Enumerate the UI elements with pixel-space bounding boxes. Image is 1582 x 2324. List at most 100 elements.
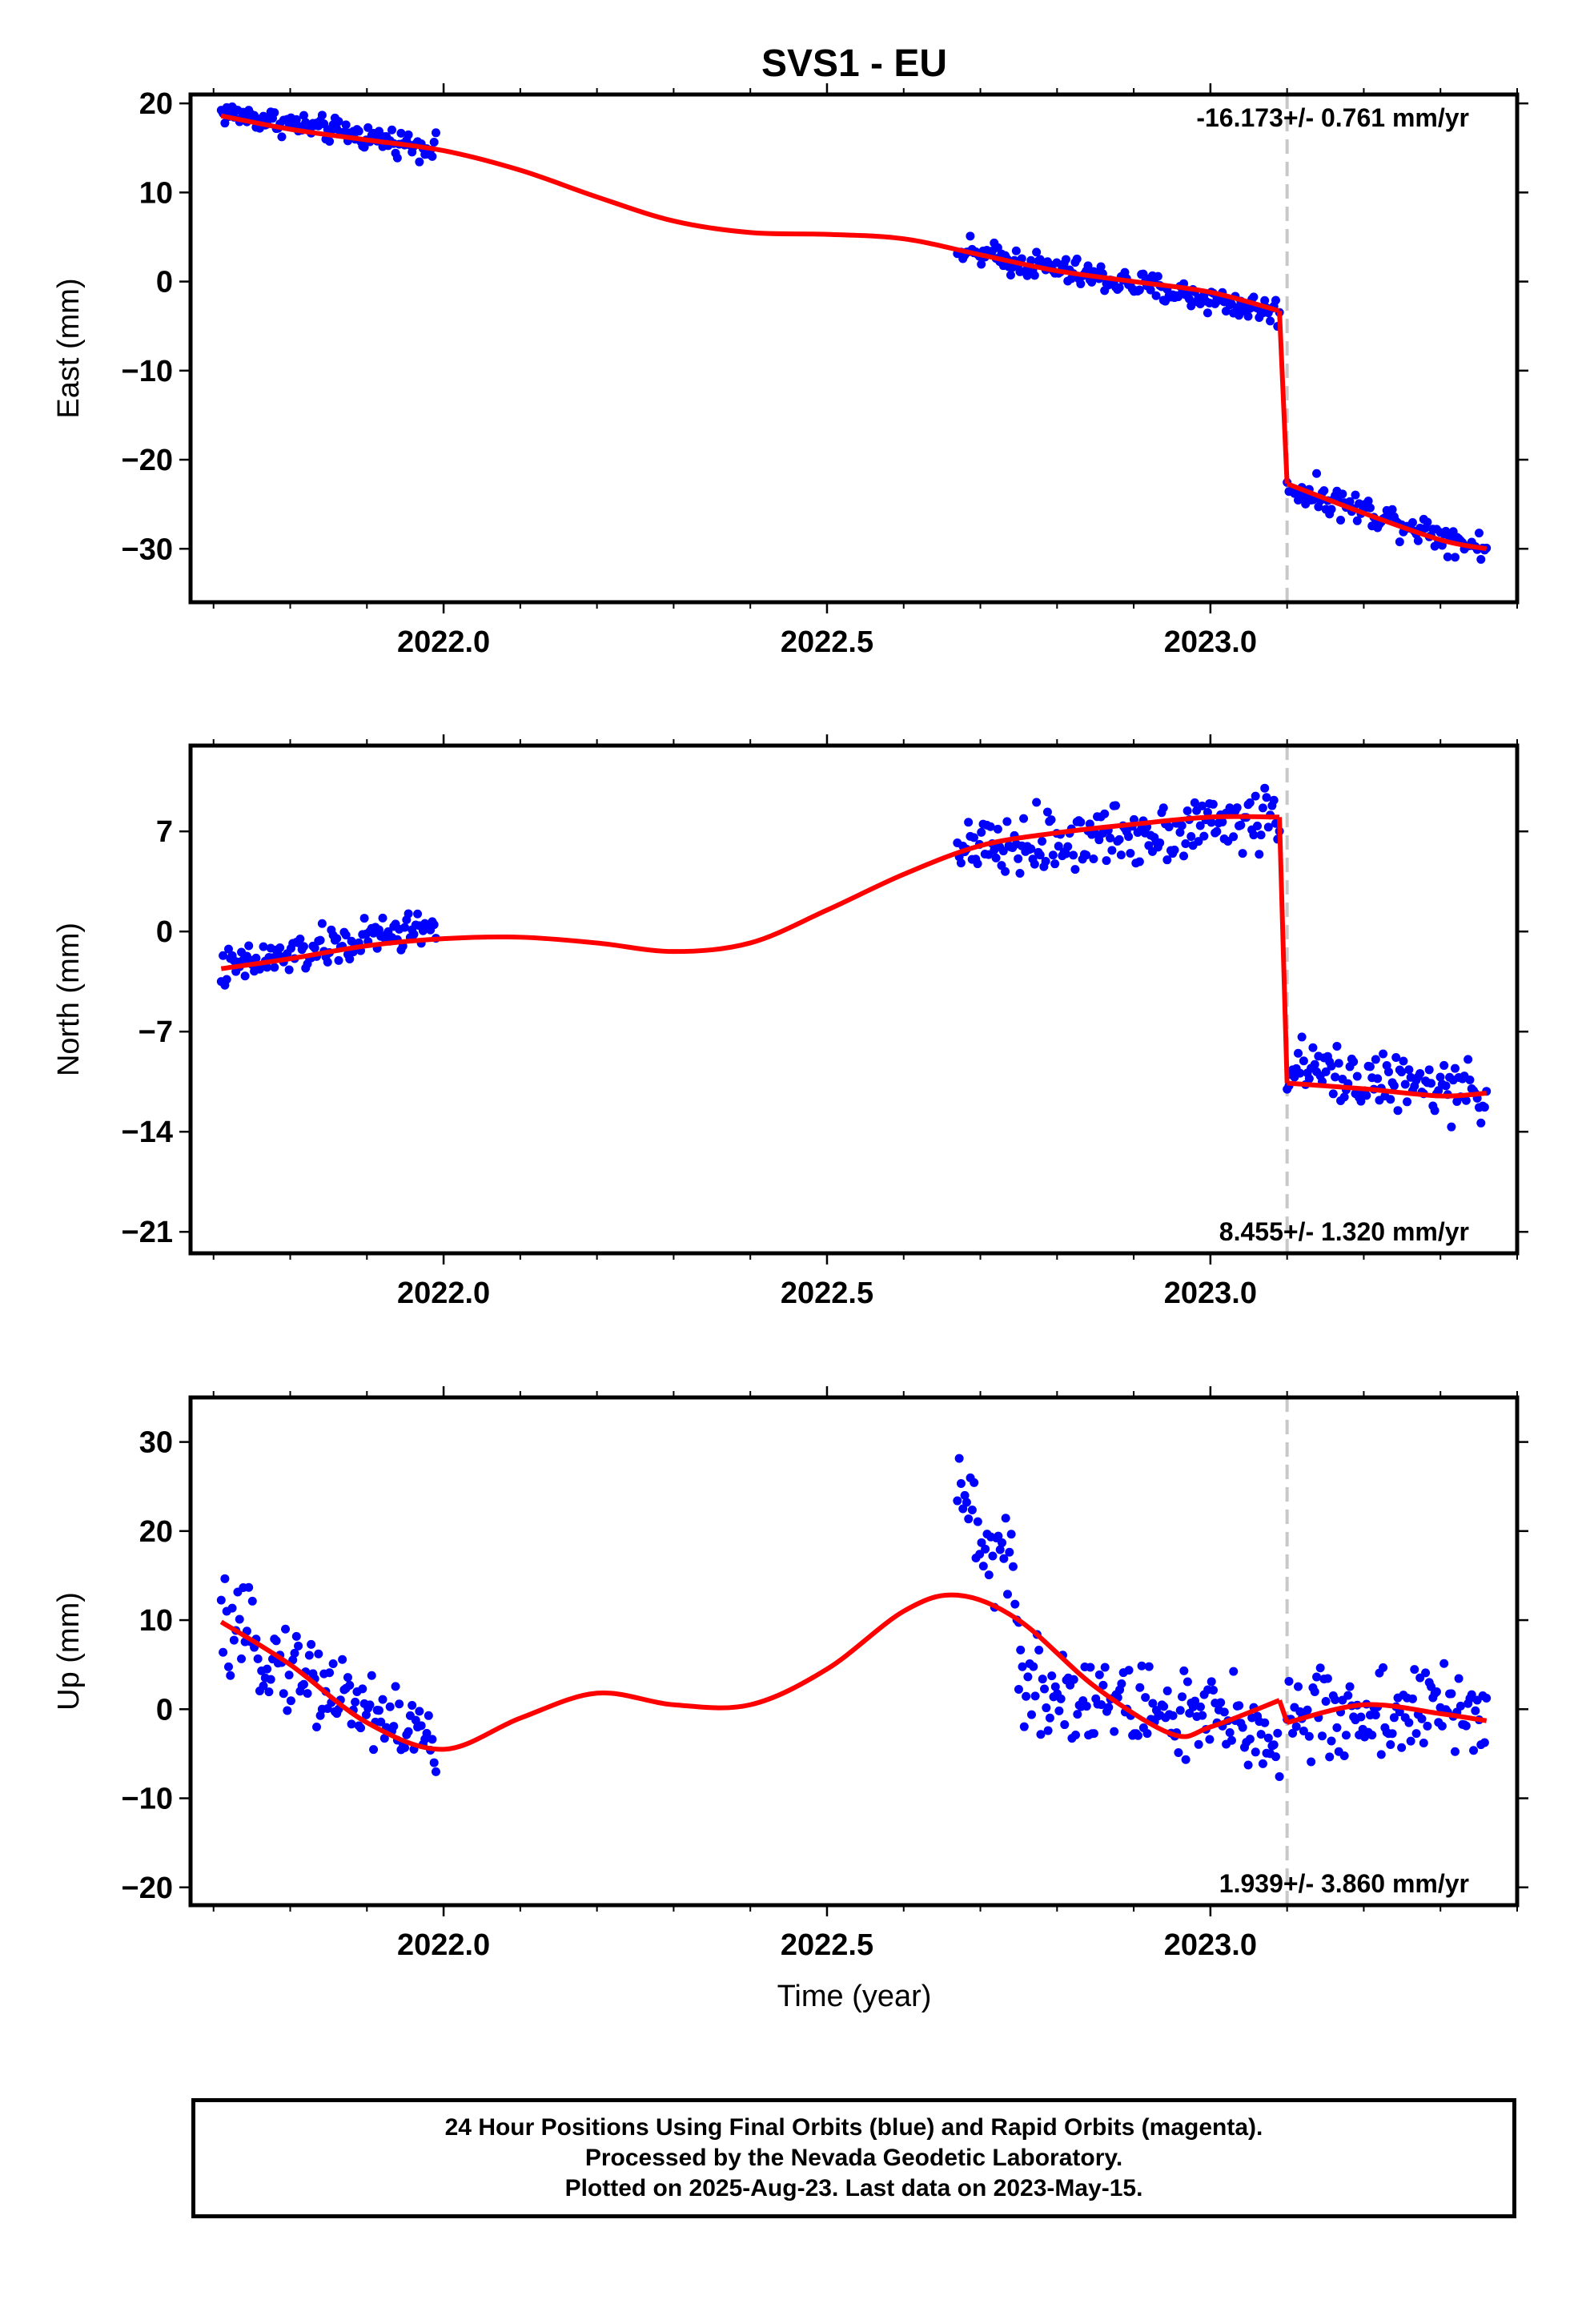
- data-point: [345, 954, 355, 963]
- data-point: [1015, 869, 1025, 879]
- data-point: [1030, 271, 1039, 280]
- data-point: [1356, 1096, 1366, 1106]
- data-point: [1273, 1728, 1283, 1738]
- data-point: [1071, 1731, 1081, 1740]
- data-point: [977, 1538, 986, 1547]
- data-point: [1170, 845, 1179, 854]
- data-point: [1397, 1743, 1407, 1752]
- data-point: [1461, 1721, 1471, 1731]
- data-point: [1310, 1059, 1319, 1069]
- data-point: [1001, 866, 1010, 876]
- data-point: [1030, 1691, 1040, 1701]
- data-point: [1443, 552, 1452, 561]
- data-point: [1135, 1683, 1145, 1692]
- data-point: [1098, 1680, 1108, 1690]
- data-point: [1063, 842, 1073, 851]
- data-point: [1297, 1032, 1307, 1042]
- data-point: [1245, 798, 1255, 807]
- data-point: [1026, 255, 1036, 265]
- data-point: [1275, 1771, 1284, 1781]
- data-point: [1203, 807, 1212, 817]
- up-panel: 2022.0 2022.5 2023.0 30 20 10 0 −10 −20 Up (mm) 1.…: [52, 1386, 1528, 1962]
- data-point: [1102, 856, 1111, 866]
- data-point: [1343, 1691, 1353, 1700]
- y-axis-label: Up (mm): [52, 1592, 86, 1711]
- data-point: [1238, 849, 1247, 858]
- data-point: [1194, 1739, 1203, 1749]
- data-point: [299, 111, 308, 120]
- data-point: [244, 1582, 254, 1592]
- data-point: [1205, 1735, 1215, 1744]
- data-point: [1395, 537, 1404, 547]
- data-point: [1110, 801, 1120, 810]
- data-point: [323, 957, 332, 967]
- data-point: [1038, 1675, 1047, 1684]
- data-point: [1371, 1711, 1380, 1720]
- data-point: [328, 1659, 338, 1668]
- data-point: [1415, 1068, 1425, 1078]
- data-point: [1243, 1760, 1253, 1770]
- data-point: [1011, 246, 1021, 255]
- data-point: [1397, 1068, 1407, 1077]
- data-point: [1252, 821, 1262, 830]
- data-point: [1304, 1074, 1314, 1084]
- data-point: [1427, 1079, 1436, 1088]
- data-point: [404, 909, 413, 919]
- data-point: [1269, 1740, 1279, 1750]
- data-point: [244, 941, 254, 951]
- data-point: [969, 833, 978, 842]
- data-point: [1441, 1081, 1451, 1091]
- data-point: [1356, 1712, 1366, 1722]
- data-point: [978, 1562, 988, 1571]
- data-point: [1022, 1691, 1031, 1701]
- data-point: [1208, 799, 1218, 809]
- data-point: [1293, 1682, 1303, 1691]
- data-point: [1386, 1739, 1395, 1749]
- y-tick-label: 20: [139, 1515, 173, 1549]
- data-point: [1227, 1735, 1236, 1745]
- data-point: [1363, 497, 1373, 506]
- data-point: [1480, 1103, 1489, 1112]
- data-point: [1072, 254, 1082, 263]
- data-point: [1216, 1698, 1226, 1707]
- data-point: [1070, 865, 1080, 875]
- data-point: [1245, 1735, 1255, 1744]
- data-point: [1365, 503, 1375, 513]
- data-point: [981, 1544, 990, 1554]
- data-point: [1310, 1687, 1319, 1697]
- data-point: [1175, 1706, 1185, 1715]
- data-point: [1312, 468, 1322, 478]
- data-point: [365, 1700, 375, 1710]
- data-point: [1263, 1733, 1273, 1743]
- data-point: [1094, 835, 1104, 845]
- data-point: [223, 944, 233, 954]
- data-point: [341, 120, 351, 130]
- data-point: [1447, 1689, 1456, 1699]
- model-curve-post: [1287, 1080, 1487, 1099]
- data-point: [1447, 1122, 1456, 1132]
- data-point: [1471, 1706, 1480, 1715]
- x-tick-label: 2023.0: [1164, 1277, 1257, 1310]
- data-point: [1352, 516, 1362, 525]
- data-point: [1465, 1075, 1475, 1084]
- x-tick-label: 2022.5: [781, 1928, 873, 1962]
- data-point: [1251, 791, 1260, 801]
- data-point: [1480, 1738, 1489, 1747]
- data-point: [391, 1682, 400, 1691]
- data-point: [404, 130, 413, 139]
- data-point: [1323, 1674, 1332, 1683]
- data-point: [367, 1671, 376, 1680]
- data-point: [379, 1734, 389, 1743]
- data-point: [1153, 271, 1162, 281]
- x-tick-label: 2022.0: [397, 625, 490, 659]
- data-point: [964, 1514, 974, 1524]
- data-point: [1334, 1059, 1343, 1068]
- data-point: [1083, 261, 1093, 271]
- data-point: [1338, 489, 1347, 499]
- data-point: [1423, 517, 1432, 527]
- data-point: [1061, 849, 1070, 858]
- data-point: [1327, 505, 1336, 514]
- y-tick-label: 10: [139, 1604, 173, 1638]
- data-point: [1315, 1663, 1325, 1673]
- data-point: [284, 1671, 294, 1680]
